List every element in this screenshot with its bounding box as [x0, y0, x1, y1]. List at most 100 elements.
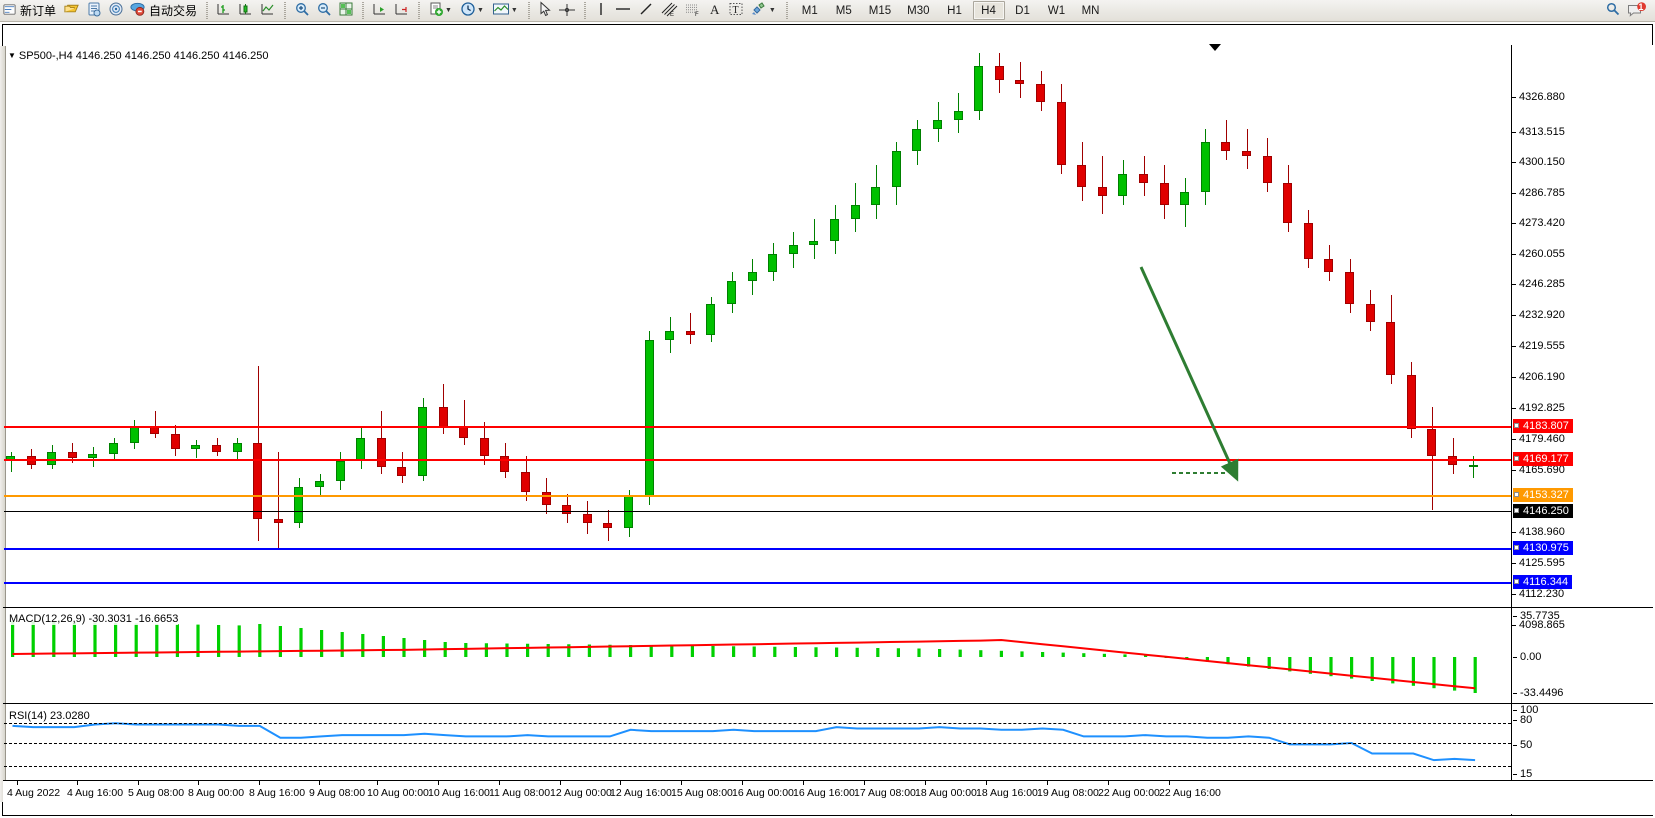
pane-separator[interactable]: [3, 607, 1653, 608]
candlestick-chart-button[interactable]: [236, 1, 256, 21]
level-handle[interactable]: [1514, 492, 1519, 497]
shapes-button[interactable]: ▼: [748, 1, 780, 21]
level-handle[interactable]: [1514, 456, 1519, 461]
text-label-button[interactable]: T: [726, 1, 746, 21]
price-scale[interactable]: 4326.880 4313.515 4300.150 4286.785 4273.420…: [1511, 45, 1653, 815]
time-tick: [319, 781, 320, 785]
time-tick: [620, 781, 621, 785]
vertical-line-button[interactable]: [592, 1, 610, 21]
line-chart-button[interactable]: [258, 1, 278, 21]
price-level-label[interactable]: 4116.344: [1513, 575, 1573, 589]
market-watch-button[interactable]: [84, 1, 104, 21]
timeframe-h4[interactable]: H4: [972, 1, 1005, 20]
auto-scroll-icon: [394, 1, 410, 20]
svg-text:A: A: [710, 2, 720, 17]
period-button[interactable]: ▼: [458, 1, 488, 21]
macd-histogram-bar: [670, 645, 674, 657]
fibonacci-button[interactable]: F: [682, 1, 704, 21]
candle-wick: [401, 451, 403, 483]
chevron-down-icon[interactable]: ▼: [476, 7, 484, 14]
zoom-in-button[interactable]: [292, 1, 312, 21]
new-order-label: 新订单: [20, 4, 57, 18]
horizontal-level-line[interactable]: [4, 582, 1511, 584]
tile-windows-button[interactable]: [336, 1, 356, 21]
candle-body: [850, 205, 860, 219]
candle-body: [129, 426, 139, 443]
chevron-down-icon[interactable]: ▼: [445, 7, 452, 14]
macd-histogram-bar: [299, 628, 303, 657]
price-level-label[interactable]: 4153.327: [1513, 488, 1573, 502]
price-tick: 4300.150: [1512, 157, 1653, 168]
candle-wick: [1431, 406, 1433, 510]
autotrading-button[interactable]: 自动交易: [128, 1, 200, 21]
chart-vertical-scroll[interactable]: [0, 46, 6, 802]
trendline-button[interactable]: [636, 1, 656, 21]
rsi-tick: 100: [1513, 705, 1538, 716]
cursor-tool-button[interactable]: [536, 1, 554, 21]
chart-menu-triangle-icon[interactable]: ▼: [8, 51, 16, 60]
candle-body: [479, 438, 489, 457]
equidistant-channel-button[interactable]: E: [658, 1, 680, 21]
price-level-label[interactable]: 4146.250: [1513, 504, 1573, 518]
horizontal-level-line[interactable]: [4, 511, 1511, 512]
macd-histogram-bar: [773, 646, 777, 657]
zoom-out-button[interactable]: [314, 1, 334, 21]
candle-body: [994, 66, 1004, 80]
macd-histogram-bar: [1041, 652, 1045, 657]
text-tool-button[interactable]: A: [706, 1, 724, 21]
search-button[interactable]: [1603, 1, 1623, 21]
timeframe-m30[interactable]: M30: [907, 4, 930, 17]
new-order-button[interactable]: 新订单: [1, 1, 59, 21]
level-handle[interactable]: [1514, 579, 1519, 584]
candle-body: [727, 281, 736, 304]
timeframe-m1[interactable]: M1: [801, 4, 818, 17]
timeframe-d1[interactable]: D1: [1015, 4, 1030, 17]
chevron-down-icon[interactable]: ▼: [510, 7, 518, 14]
timeframe-m15[interactable]: M15: [868, 4, 892, 17]
bar-chart-button[interactable]: [214, 1, 234, 21]
timeframe-h1[interactable]: H1: [947, 4, 962, 17]
candlestick-icon: [238, 1, 254, 20]
horizontal-line-button[interactable]: [612, 1, 634, 21]
level-handle[interactable]: [1514, 423, 1519, 428]
notifications-button[interactable]: 1: [1625, 1, 1649, 21]
chevron-down-icon[interactable]: ▼: [768, 7, 776, 14]
candlestick-series: [4, 46, 1511, 586]
horizontal-level-line[interactable]: [4, 495, 1511, 497]
profile-button[interactable]: [61, 1, 82, 21]
level-handle[interactable]: [1514, 545, 1519, 550]
price-tick: 4112.230: [1512, 589, 1653, 600]
pane-separator[interactable]: [3, 703, 1653, 704]
timeframe-m5[interactable]: M5: [835, 4, 852, 17]
macd-histogram-bar: [546, 644, 550, 657]
chart-shift-button[interactable]: [370, 1, 390, 21]
chart-window[interactable]: ▼ SP500-,H4 4146.250 4146.250 4146.250 41…: [0, 22, 1655, 818]
time-label: 17 Aug 08:00: [854, 787, 916, 799]
price-tick: 4165.690: [1512, 465, 1653, 476]
macd-signal-line: [12, 638, 1476, 690]
autotrading-icon: [129, 1, 146, 20]
price-level-label[interactable]: 4130.975: [1513, 541, 1573, 555]
horizontal-level-line[interactable]: [4, 548, 1511, 550]
auto-scroll-button[interactable]: [392, 1, 412, 21]
timeframe-mn[interactable]: MN: [1081, 4, 1100, 17]
candle-body: [109, 442, 118, 454]
macd-histogram-bar: [814, 647, 818, 657]
level-handle[interactable]: [1514, 508, 1519, 513]
price-level-label[interactable]: 4169.177: [1513, 452, 1573, 466]
horizontal-level-line[interactable]: [4, 459, 1511, 461]
rsi-level-line: [4, 766, 1511, 768]
price-level-label[interactable]: 4183.807: [1513, 419, 1573, 433]
macd-histogram-bar: [134, 623, 138, 657]
time-axis[interactable]: 4 Aug 2022 4 Aug 16:00 5 Aug 08:00 8 Aug 00…: [3, 780, 1653, 814]
indicators-button[interactable]: ▼: [426, 1, 456, 21]
crosshair-tool-button[interactable]: [556, 1, 578, 21]
price-tick: 4273.420: [1512, 218, 1653, 229]
candle-body: [1139, 173, 1148, 183]
templates-button[interactable]: ▼: [490, 1, 522, 21]
timeframe-w1[interactable]: W1: [1047, 4, 1066, 17]
macd-histogram-bar: [752, 646, 756, 657]
horizontal-level-line[interactable]: [4, 426, 1511, 428]
navigator-button[interactable]: [106, 1, 126, 21]
autotrading-label: 自动交易: [149, 4, 198, 18]
